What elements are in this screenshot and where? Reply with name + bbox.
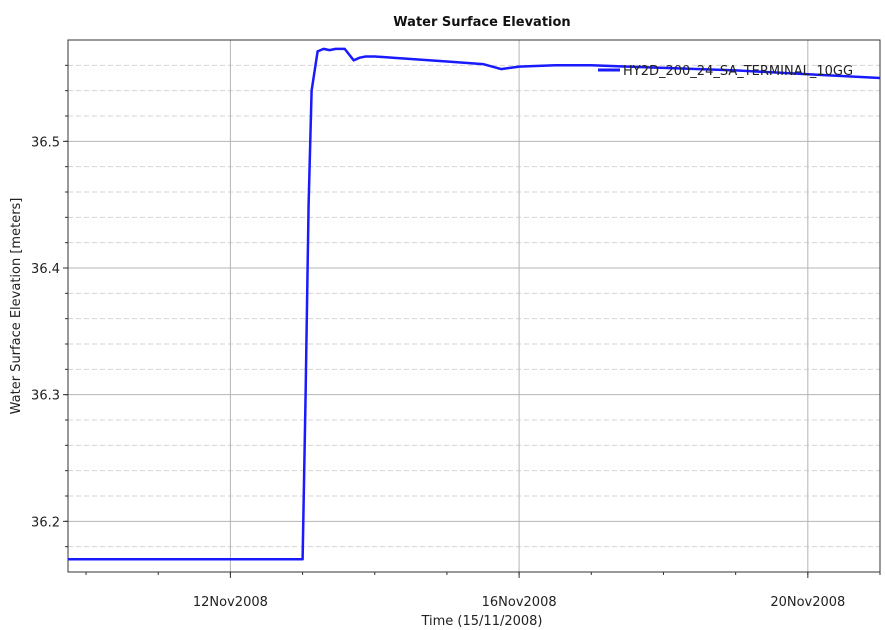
chart-title: Water Surface Elevation — [393, 15, 570, 30]
x-tick-label: 16Nov2008 — [482, 595, 557, 610]
y-tick-label: 36.5 — [31, 135, 60, 150]
grid — [68, 40, 880, 572]
y-tick-label: 36.4 — [31, 262, 60, 277]
legend-label: HY2D_200_24_SA_TERMINAL_10GG — [623, 64, 853, 79]
y-tick-label: 36.3 — [31, 389, 60, 404]
series-layer — [68, 47, 881, 561]
x-axis-label: Time (15/11/2008) — [420, 614, 542, 629]
x-tick-label: 12Nov2008 — [193, 595, 268, 610]
axis-ticks: 36.2 36.3 36.4 36.5 12Nov2008 16Nov2008 20Nov2… — [31, 64, 881, 610]
y-tick-label: 36.2 — [31, 515, 60, 530]
legend: HY2D_200_24_SA_TERMINAL_10GG — [598, 64, 853, 79]
y-axis-label: Water Surface Elevation [meters] — [9, 198, 24, 415]
series-line — [68, 47, 881, 561]
plot-area-border — [67, 39, 881, 573]
x-tick-label: 20Nov2008 — [770, 595, 845, 610]
